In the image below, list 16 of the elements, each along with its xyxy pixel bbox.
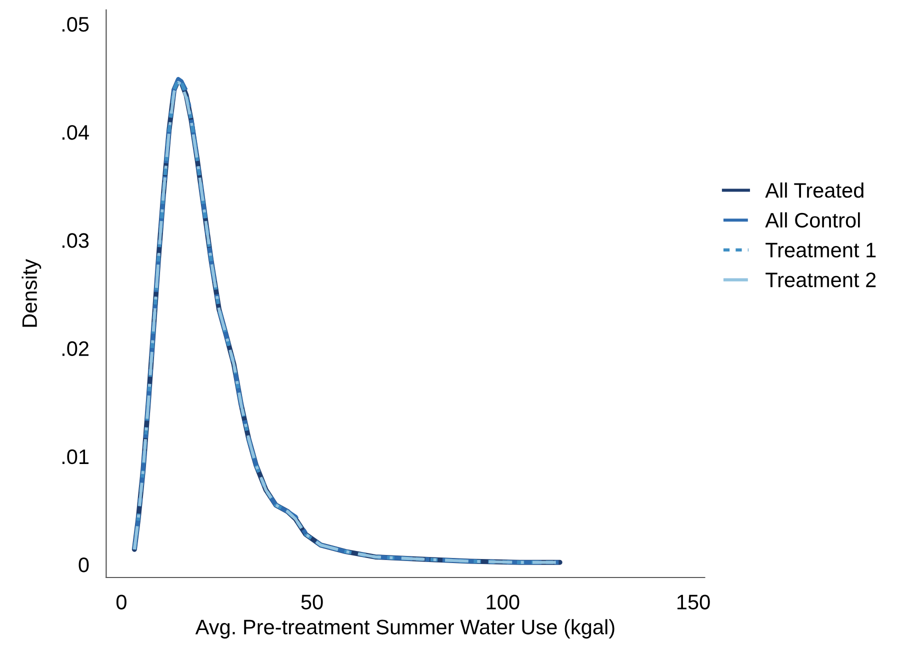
- y-tick-label: .02: [62, 341, 88, 356]
- y-tick-label: .05: [62, 16, 89, 32]
- x-tick-label: 150: [677, 594, 710, 610]
- y-tick-label: .01: [62, 449, 89, 464]
- legend-label: Treatment 1: [766, 242, 876, 258]
- y-tick-label: .03: [62, 233, 89, 248]
- x-tick-label: 0: [116, 594, 126, 610]
- y-tick-label: .04: [62, 125, 89, 140]
- x-tick-label: 100: [486, 594, 520, 610]
- x-axis-title: Avg. Pre-treatment Summer Water Use (kgal): [195, 619, 614, 639]
- legend-label: All Control: [765, 212, 860, 228]
- y-axis-title: Density: [22, 259, 42, 327]
- x-tick-label: 50: [301, 594, 323, 610]
- legend-label: Treatment 2: [766, 272, 876, 288]
- legend-label: All Treated: [765, 182, 864, 198]
- y-tick-label: 0: [78, 558, 89, 572]
